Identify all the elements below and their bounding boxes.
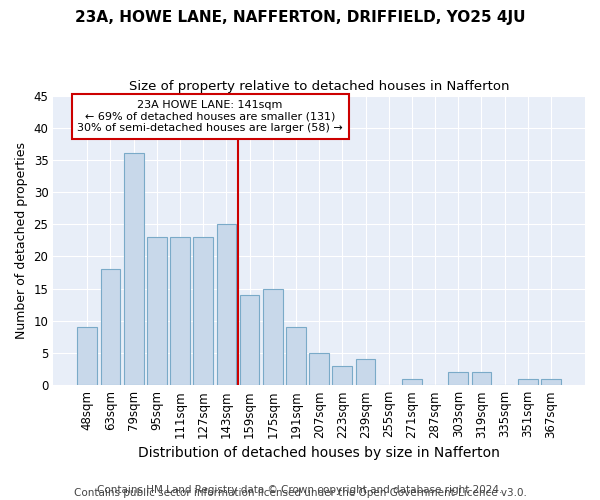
Text: 23A, HOWE LANE, NAFFERTON, DRIFFIELD, YO25 4JU: 23A, HOWE LANE, NAFFERTON, DRIFFIELD, YO… <box>75 10 525 25</box>
Bar <box>518 378 538 385</box>
Bar <box>217 224 236 385</box>
Bar <box>147 237 167 385</box>
Bar <box>263 288 283 385</box>
Bar <box>448 372 468 385</box>
X-axis label: Distribution of detached houses by size in Nafferton: Distribution of detached houses by size … <box>138 446 500 460</box>
Bar <box>309 353 329 385</box>
Title: Size of property relative to detached houses in Nafferton: Size of property relative to detached ho… <box>129 80 509 93</box>
Text: 23A HOWE LANE: 141sqm
← 69% of detached houses are smaller (131)
30% of semi-det: 23A HOWE LANE: 141sqm ← 69% of detached … <box>77 100 343 133</box>
Bar <box>240 295 259 385</box>
Bar <box>77 328 97 385</box>
Bar <box>541 378 561 385</box>
Y-axis label: Number of detached properties: Number of detached properties <box>15 142 28 339</box>
Bar <box>101 270 121 385</box>
Bar <box>402 378 422 385</box>
Bar <box>170 237 190 385</box>
Text: Contains public sector information licensed under the Open Government Licence v3: Contains public sector information licen… <box>74 488 526 498</box>
Bar <box>286 328 306 385</box>
Bar <box>332 366 352 385</box>
Bar <box>193 237 213 385</box>
Text: Contains HM Land Registry data © Crown copyright and database right 2024.: Contains HM Land Registry data © Crown c… <box>97 485 503 495</box>
Bar <box>356 360 376 385</box>
Bar <box>472 372 491 385</box>
Bar <box>124 154 143 385</box>
